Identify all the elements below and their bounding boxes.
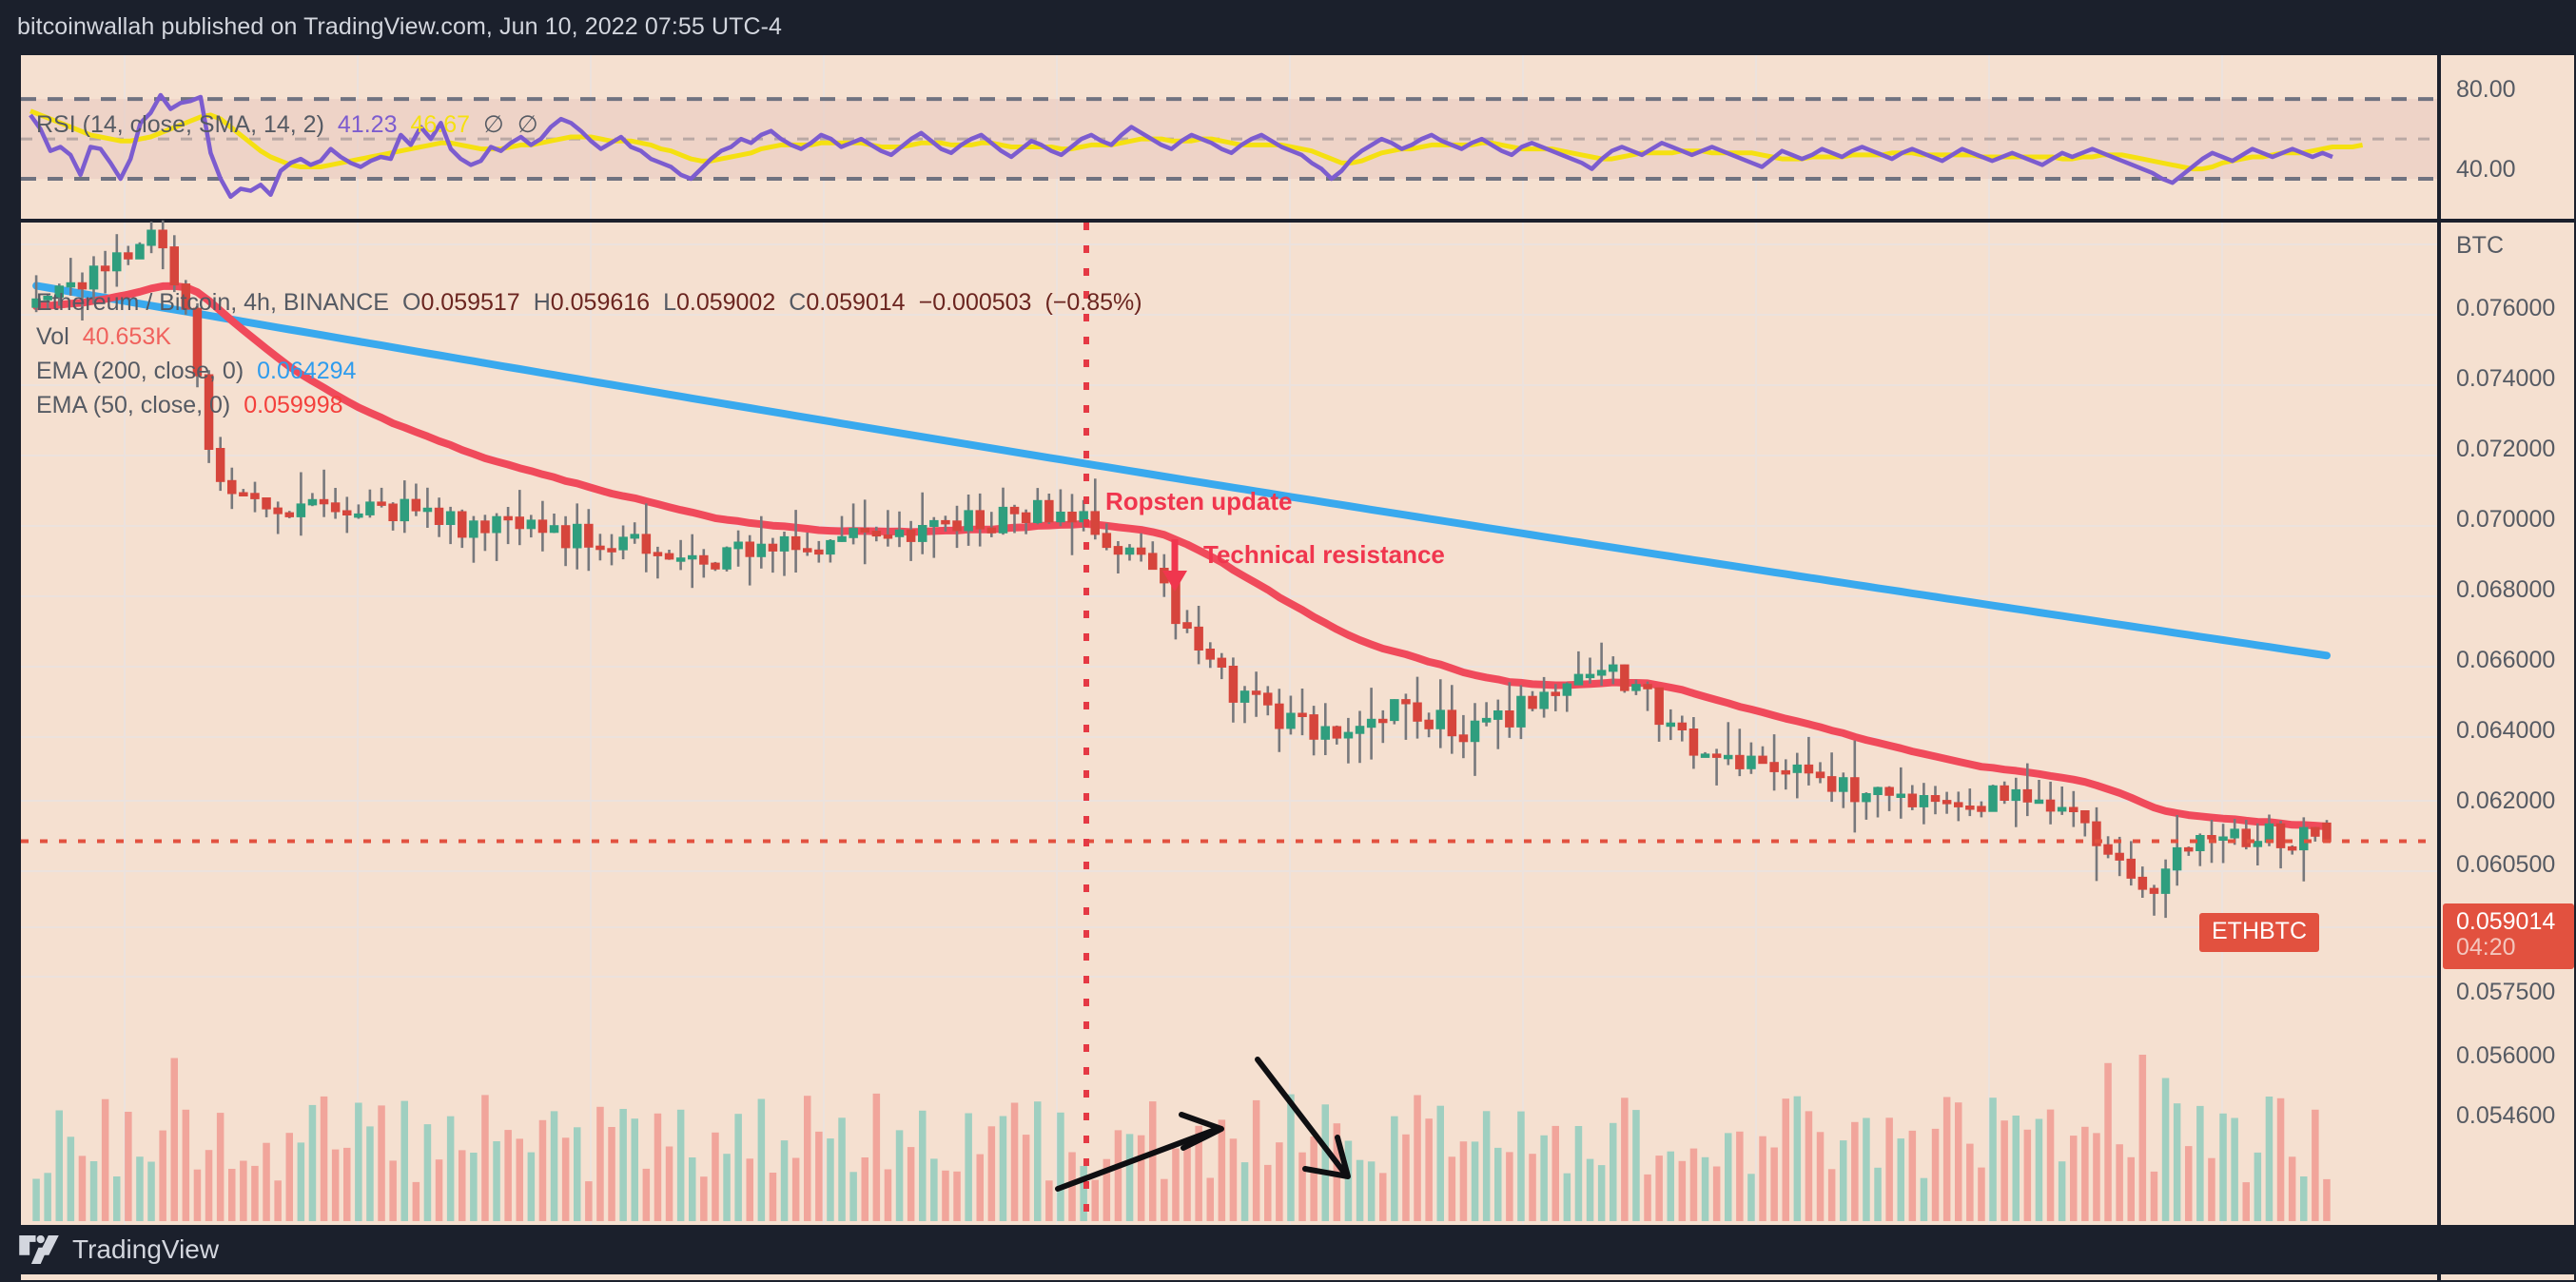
tradingview-wordmark: TradingView	[72, 1234, 220, 1264]
rsi-tick-1: 40.00	[2456, 156, 2516, 183]
price-legend[interactable]: Ethereum / Bitcoin, 4h, BINANCE O0.059517…	[36, 289, 1142, 317]
symbol-price-line-badge[interactable]: ETHBTC	[2199, 913, 2319, 952]
ohlc-change: −0.000503	[918, 289, 1032, 316]
price-plot	[21, 220, 2437, 1229]
ohlc-o-label: O	[401, 289, 421, 316]
ohlc-c-value: 0.059014	[806, 289, 906, 316]
tradingview-logo: TradingView	[19, 1234, 219, 1265]
symbol-title: Ethereum / Bitcoin, 4h, BINANCE	[36, 289, 389, 316]
ohlc-l-label: L	[663, 289, 676, 316]
price-tick-5: 0.066000	[2456, 647, 2556, 673]
volume-legend[interactable]: Vol 40.653K	[36, 323, 171, 351]
symbol-badge-label: ETHBTC	[2212, 918, 2307, 944]
ohlc-o-value: 0.059517	[420, 289, 520, 316]
price-tick-0: 0.076000	[2456, 295, 2556, 321]
price-tick-4: 0.068000	[2456, 576, 2556, 603]
footer-bar: TradingView	[0, 1225, 2576, 1274]
rsi-legend-title: RSI (14, close, SMA, 14, 2)	[36, 111, 324, 138]
annotation-ropsten-update: Ropsten update	[1105, 487, 1293, 515]
chart-frame: RSI (14, close, SMA, 14, 2) 41.23 46.67 ∅ ∅ …	[19, 53, 2576, 1282]
ema200-label: EMA (200, close, 0)	[36, 358, 244, 384]
rsi-value: 41.23	[337, 111, 398, 138]
rsi-empty-2: ∅	[517, 111, 538, 138]
rsi-pane[interactable]	[19, 53, 2439, 221]
rsi-empty-1: ∅	[483, 111, 504, 138]
rsi-sma-value: 46.67	[410, 111, 471, 138]
price-tick-3: 0.070000	[2456, 506, 2556, 533]
price-tick-1: 0.074000	[2456, 365, 2556, 392]
volume-value: 40.653K	[82, 323, 171, 350]
price-tick-8: 0.060500	[2456, 851, 2556, 878]
ohlc-h-label: H	[533, 289, 551, 316]
tradingview-mark-icon	[19, 1235, 59, 1264]
rsi-plot	[21, 92, 2437, 200]
price-tick-10: 0.056000	[2456, 1042, 2556, 1069]
price-tick-9: 0.057500	[2456, 979, 2556, 1005]
rsi-price-axis[interactable]: 80.00 40.00	[2439, 53, 2576, 221]
ohlc-change-pct: (−0.85%)	[1044, 289, 1142, 316]
rsi-tick-0: 80.00	[2456, 76, 2516, 103]
price-axis[interactable]: BTC 0.076000 0.074000 0.072000 0.070000 …	[2439, 221, 2576, 1231]
price-tick-11: 0.054600	[2456, 1102, 2556, 1129]
ohlc-h-value: 0.059616	[550, 289, 651, 316]
ema200-legend[interactable]: EMA (200, close, 0) 0.064294	[36, 358, 356, 385]
price-pane[interactable]: Ropsten update Technical resistance	[19, 220, 2439, 1231]
annotation-technical-resistance: Technical resistance	[1203, 540, 1445, 569]
current-price-value: 0.059014	[2456, 908, 2556, 935]
volume-label: Vol	[36, 323, 69, 350]
price-tick-2: 0.072000	[2456, 436, 2556, 462]
bar-countdown: 04:20	[2456, 934, 2516, 962]
ema50-value: 0.059998	[244, 392, 343, 418]
price-tick-6: 0.064000	[2456, 717, 2556, 744]
ema50-label: EMA (50, close, 0)	[36, 392, 231, 418]
ohlc-l-value: 0.059002	[675, 289, 776, 316]
rsi-legend[interactable]: RSI (14, close, SMA, 14, 2) 41.23 46.67 ∅ ∅	[36, 110, 538, 139]
publisher-bar: bitcoinwallah published on TradingView.c…	[0, 0, 2576, 53]
price-axis-unit: BTC	[2456, 232, 2504, 259]
ohlc-c-label: C	[789, 289, 807, 316]
current-price-tag[interactable]: 0.059014 04:20	[2443, 903, 2574, 969]
ema200-value: 0.064294	[257, 358, 357, 384]
publisher-line: bitcoinwallah published on TradingView.c…	[17, 12, 783, 40]
price-tick-7: 0.062000	[2456, 787, 2556, 814]
ema50-legend[interactable]: EMA (50, close, 0) 0.059998	[36, 392, 343, 419]
